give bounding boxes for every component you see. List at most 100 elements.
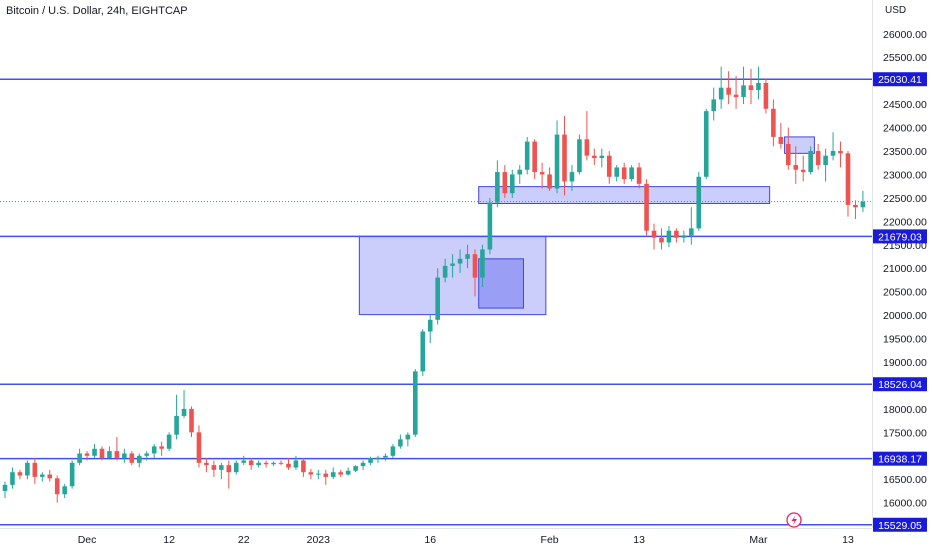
candle[interactable] bbox=[226, 460, 232, 489]
candle[interactable] bbox=[532, 139, 537, 180]
candle[interactable] bbox=[375, 455, 381, 463]
candle[interactable] bbox=[129, 451, 135, 466]
candle[interactable] bbox=[517, 165, 523, 184]
candle[interactable] bbox=[330, 467, 336, 480]
candle[interactable] bbox=[614, 165, 620, 182]
candle[interactable] bbox=[204, 458, 209, 473]
candle[interactable] bbox=[629, 165, 634, 182]
upper-zone[interactable] bbox=[784, 136, 815, 154]
candle[interactable] bbox=[360, 460, 366, 470]
candle[interactable] bbox=[584, 111, 590, 161]
middle-zone[interactable] bbox=[478, 186, 771, 205]
candle[interactable] bbox=[174, 394, 179, 440]
candle[interactable] bbox=[413, 369, 418, 438]
candle[interactable] bbox=[659, 228, 664, 250]
candle[interactable] bbox=[107, 446, 112, 459]
candle[interactable] bbox=[293, 455, 299, 470]
candle[interactable] bbox=[256, 460, 261, 468]
candle[interactable] bbox=[54, 475, 60, 503]
candle[interactable] bbox=[860, 190, 866, 212]
candle[interactable] bbox=[233, 460, 239, 475]
candle[interactable] bbox=[651, 223, 657, 250]
candle[interactable] bbox=[547, 167, 552, 191]
candle[interactable] bbox=[271, 461, 276, 467]
candle[interactable] bbox=[786, 127, 791, 170]
candle[interactable] bbox=[278, 460, 284, 466]
candle[interactable] bbox=[136, 453, 142, 468]
candle[interactable] bbox=[800, 155, 806, 182]
candle[interactable] bbox=[151, 444, 157, 459]
candle[interactable] bbox=[181, 390, 187, 419]
candle[interactable] bbox=[69, 460, 75, 489]
candle[interactable] bbox=[353, 465, 358, 473]
candle[interactable] bbox=[338, 469, 343, 477]
candle[interactable] bbox=[77, 448, 82, 466]
candle[interactable] bbox=[674, 228, 679, 243]
candle[interactable] bbox=[793, 146, 799, 184]
candle[interactable] bbox=[636, 162, 642, 189]
candle[interactable] bbox=[144, 451, 150, 461]
candle[interactable] bbox=[666, 226, 672, 248]
candle[interactable] bbox=[2, 481, 8, 498]
candle[interactable] bbox=[838, 141, 843, 168]
candle[interactable] bbox=[323, 469, 329, 485]
candle[interactable] bbox=[554, 120, 560, 194]
candle[interactable] bbox=[718, 66, 724, 109]
candle[interactable] bbox=[196, 425, 202, 468]
candle[interactable] bbox=[420, 329, 426, 377]
candle[interactable] bbox=[577, 134, 582, 175]
candle[interactable] bbox=[502, 165, 508, 198]
candle[interactable] bbox=[703, 108, 709, 180]
candle[interactable] bbox=[189, 406, 194, 438]
candle[interactable] bbox=[248, 458, 254, 470]
candle[interactable] bbox=[122, 448, 127, 463]
candle[interactable] bbox=[472, 249, 478, 297]
candle[interactable] bbox=[92, 444, 97, 459]
candle[interactable] bbox=[390, 444, 396, 459]
candle[interactable] bbox=[495, 160, 500, 208]
candle[interactable] bbox=[219, 462, 224, 480]
candle[interactable] bbox=[480, 244, 485, 287]
candle[interactable] bbox=[644, 179, 649, 236]
candle[interactable] bbox=[592, 148, 597, 166]
candle[interactable] bbox=[47, 469, 53, 482]
candle[interactable] bbox=[748, 68, 754, 105]
candle[interactable] bbox=[830, 132, 836, 161]
candle[interactable] bbox=[599, 148, 605, 168]
candle[interactable] bbox=[368, 456, 373, 466]
candle[interactable] bbox=[457, 249, 463, 273]
candle[interactable] bbox=[32, 458, 38, 484]
candle[interactable] bbox=[741, 66, 746, 105]
candle[interactable] bbox=[383, 453, 388, 461]
candle[interactable] bbox=[301, 458, 306, 477]
candle[interactable] bbox=[84, 451, 90, 461]
candle[interactable] bbox=[487, 197, 493, 255]
candle[interactable] bbox=[823, 148, 828, 182]
candle[interactable] bbox=[569, 165, 575, 191]
candle[interactable] bbox=[808, 146, 813, 175]
candle[interactable] bbox=[10, 467, 15, 489]
candle[interactable] bbox=[308, 468, 314, 480]
candle[interactable] bbox=[286, 458, 291, 470]
candle[interactable] bbox=[241, 455, 247, 466]
candle[interactable] bbox=[263, 460, 269, 468]
candle[interactable] bbox=[621, 162, 627, 184]
candle[interactable] bbox=[771, 99, 776, 147]
candle[interactable] bbox=[211, 460, 217, 477]
candle[interactable] bbox=[778, 122, 784, 149]
candle[interactable] bbox=[405, 432, 411, 447]
candle[interactable] bbox=[99, 446, 105, 461]
lower-demand-inner-zone[interactable] bbox=[478, 258, 524, 309]
candle[interactable] bbox=[524, 136, 530, 175]
candle[interactable] bbox=[316, 469, 321, 480]
candle[interactable] bbox=[25, 460, 30, 480]
candle[interactable] bbox=[398, 434, 403, 449]
candle[interactable] bbox=[114, 437, 120, 461]
candle[interactable] bbox=[159, 441, 164, 456]
candle[interactable] bbox=[681, 230, 687, 243]
candle[interactable] bbox=[450, 254, 455, 278]
candle[interactable] bbox=[711, 87, 716, 121]
candle[interactable] bbox=[465, 244, 470, 269]
